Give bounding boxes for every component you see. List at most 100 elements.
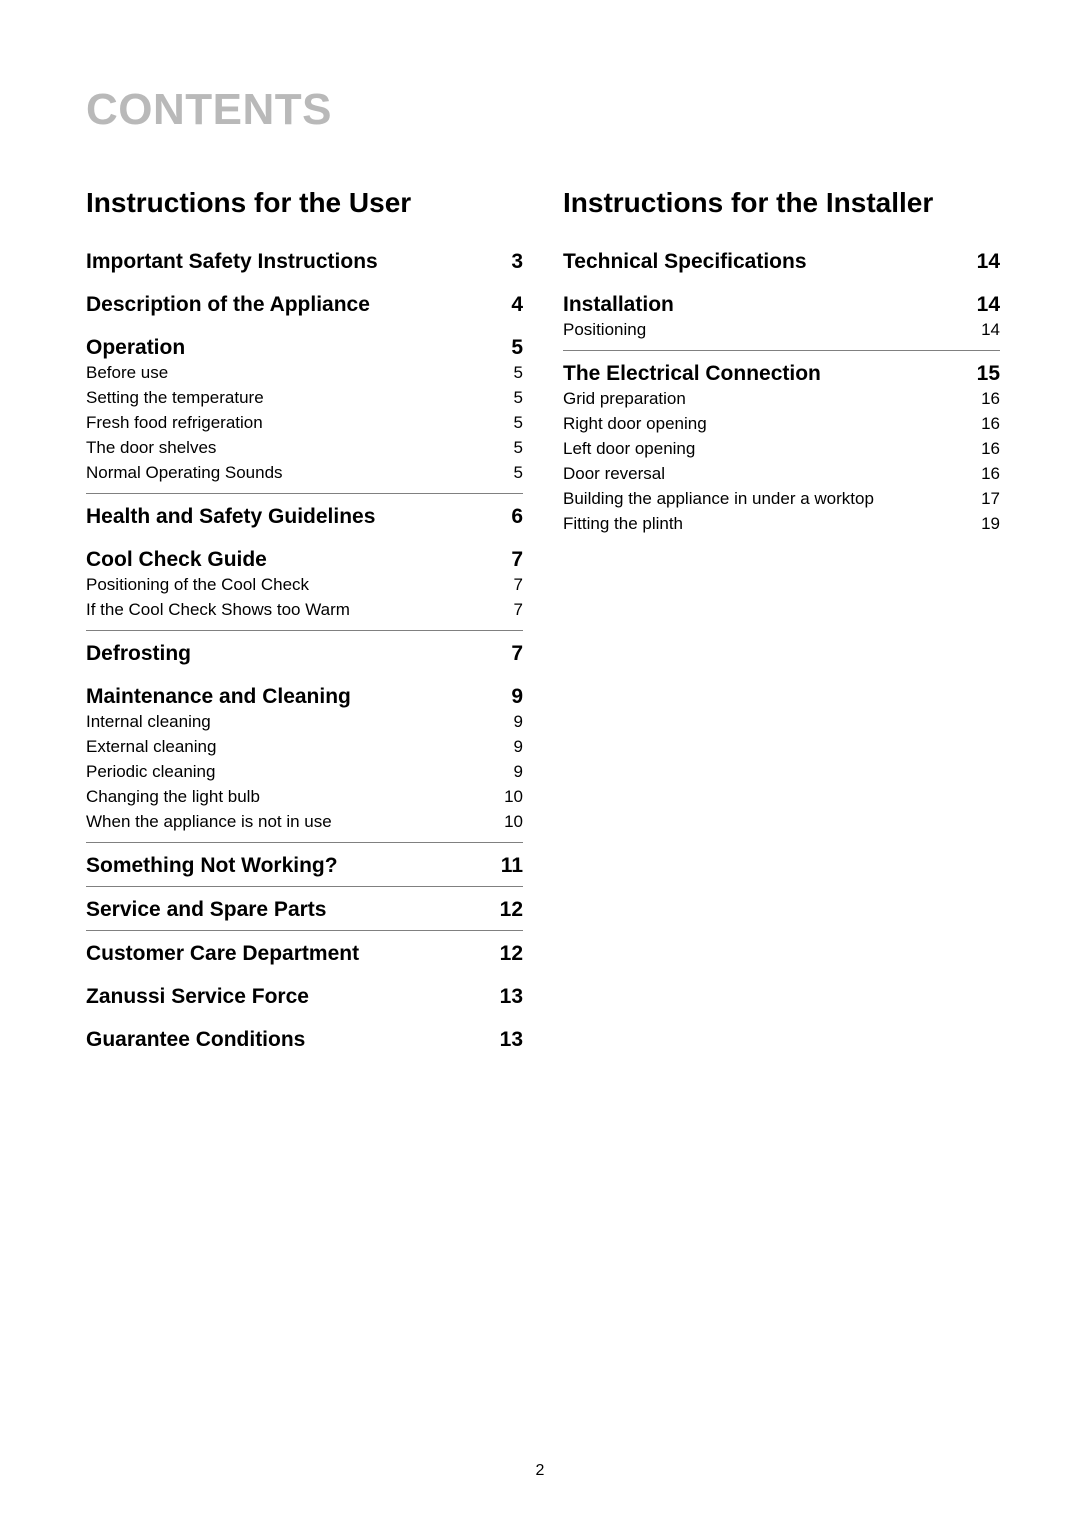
- toc-label: Defrosting: [86, 641, 483, 666]
- toc-label: Fresh food refrigeration: [86, 410, 483, 435]
- toc-row: Building the appliance in under a workto…: [563, 486, 1000, 511]
- toc-row: Service and Spare Parts12: [86, 897, 523, 922]
- toc-row: Health and Safety Guidelines6: [86, 504, 523, 529]
- toc-row: Right door opening16: [563, 411, 1000, 436]
- toc-page: 13: [483, 984, 523, 1009]
- toc-row: Normal Operating Sounds5: [86, 460, 523, 485]
- toc-page: 5: [483, 410, 523, 435]
- toc-row: Defrosting7: [86, 641, 523, 666]
- toc-label: Important Safety Instructions: [86, 249, 483, 274]
- toc-label: Technical Specifications: [563, 249, 960, 274]
- divider: [86, 842, 523, 843]
- right-section-heading: Instructions for the Installer: [563, 187, 1000, 219]
- right-column: Instructions for the Installer Technical…: [563, 187, 1000, 1070]
- toc-row: Cool Check Guide7: [86, 547, 523, 572]
- toc-page: 10: [483, 809, 523, 834]
- toc-label: Installation: [563, 292, 960, 317]
- toc-label: Internal cleaning: [86, 709, 483, 734]
- toc-group: Important Safety Instructions3: [86, 249, 523, 274]
- toc-group: Defrosting7: [86, 641, 523, 666]
- toc-page: 19: [960, 511, 1000, 536]
- toc-row: The Electrical Connection15: [563, 361, 1000, 386]
- toc-row: Setting the temperature5: [86, 385, 523, 410]
- toc-label: Operation: [86, 335, 483, 360]
- toc-row: Periodic cleaning9: [86, 759, 523, 784]
- toc-group: Cool Check Guide7Positioning of the Cool…: [86, 547, 523, 631]
- toc-label: Changing the light bulb: [86, 784, 483, 809]
- toc-row: Description of the Appliance4: [86, 292, 523, 317]
- toc-page: 10: [483, 784, 523, 809]
- toc-row: Maintenance and Cleaning9: [86, 684, 523, 709]
- toc-label: Periodic cleaning: [86, 759, 483, 784]
- toc-page: 9: [483, 734, 523, 759]
- toc-label: When the appliance is not in use: [86, 809, 483, 834]
- toc-group: Customer Care Department12: [86, 941, 523, 966]
- toc-row: Grid preparation16: [563, 386, 1000, 411]
- toc-label: Before use: [86, 360, 483, 385]
- toc-row: Fresh food refrigeration5: [86, 410, 523, 435]
- toc-page: 7: [483, 597, 523, 622]
- toc-page: 4: [483, 292, 523, 317]
- left-column: Instructions for the User Important Safe…: [86, 187, 523, 1070]
- toc-row: Positioning14: [563, 317, 1000, 342]
- toc-group: Maintenance and Cleaning9Internal cleani…: [86, 684, 523, 843]
- toc-label: Guarantee Conditions: [86, 1027, 483, 1052]
- toc-label: Customer Care Department: [86, 941, 483, 966]
- toc-page: 12: [483, 941, 523, 966]
- toc-row: If the Cool Check Shows too Warm7: [86, 597, 523, 622]
- toc-page: 5: [483, 435, 523, 460]
- toc-row: Internal cleaning9: [86, 709, 523, 734]
- toc-page: 5: [483, 460, 523, 485]
- toc-page: 9: [483, 759, 523, 784]
- divider: [86, 493, 523, 494]
- toc-group: Something Not Working?11: [86, 853, 523, 887]
- toc-row: Left door opening16: [563, 436, 1000, 461]
- toc-label: External cleaning: [86, 734, 483, 759]
- toc-row: Zanussi Service Force13: [86, 984, 523, 1009]
- toc-label: The door shelves: [86, 435, 483, 460]
- left-section-heading: Instructions for the User: [86, 187, 523, 219]
- toc-page: 16: [960, 461, 1000, 486]
- toc-row: Customer Care Department12: [86, 941, 523, 966]
- toc-page: 16: [960, 436, 1000, 461]
- toc-page: 5: [483, 360, 523, 385]
- toc-row: Door reversal16: [563, 461, 1000, 486]
- toc-row: Something Not Working?11: [86, 853, 523, 878]
- toc-page: 9: [483, 709, 523, 734]
- toc-page: 14: [960, 317, 1000, 342]
- toc-row: Important Safety Instructions3: [86, 249, 523, 274]
- divider: [563, 350, 1000, 351]
- toc-group: Operation5Before use5Setting the tempera…: [86, 335, 523, 494]
- toc-label: Zanussi Service Force: [86, 984, 483, 1009]
- toc-group: Installation14Positioning14: [563, 292, 1000, 351]
- toc-group: Technical Specifications14: [563, 249, 1000, 274]
- toc-row: Guarantee Conditions13: [86, 1027, 523, 1052]
- toc-label: Left door opening: [563, 436, 960, 461]
- toc-page: 17: [960, 486, 1000, 511]
- toc-label: Positioning: [563, 317, 960, 342]
- toc-label: If the Cool Check Shows too Warm: [86, 597, 483, 622]
- toc-page: 16: [960, 386, 1000, 411]
- toc-label: Something Not Working?: [86, 853, 483, 878]
- toc-label: Normal Operating Sounds: [86, 460, 483, 485]
- right-toc: Technical Specifications14Installation14…: [563, 249, 1000, 536]
- toc-row: External cleaning9: [86, 734, 523, 759]
- divider: [86, 630, 523, 631]
- toc-label: Positioning of the Cool Check: [86, 572, 483, 597]
- toc-page: 9: [483, 684, 523, 709]
- toc-page: 7: [483, 641, 523, 666]
- toc-group: The Electrical Connection15Grid preparat…: [563, 361, 1000, 536]
- toc-row: Before use5: [86, 360, 523, 385]
- divider: [86, 930, 523, 931]
- toc-label: The Electrical Connection: [563, 361, 960, 386]
- left-toc: Important Safety Instructions3 Descriptio…: [86, 249, 523, 1052]
- toc-row: Changing the light bulb10: [86, 784, 523, 809]
- toc-row: Positioning of the Cool Check7: [86, 572, 523, 597]
- toc-row: Fitting the plinth19: [563, 511, 1000, 536]
- toc-row: Installation14: [563, 292, 1000, 317]
- toc-page: 12: [483, 897, 523, 922]
- divider: [86, 886, 523, 887]
- page-number: 2: [0, 1462, 1080, 1480]
- toc-label: Service and Spare Parts: [86, 897, 483, 922]
- toc-label: Health and Safety Guidelines: [86, 504, 483, 529]
